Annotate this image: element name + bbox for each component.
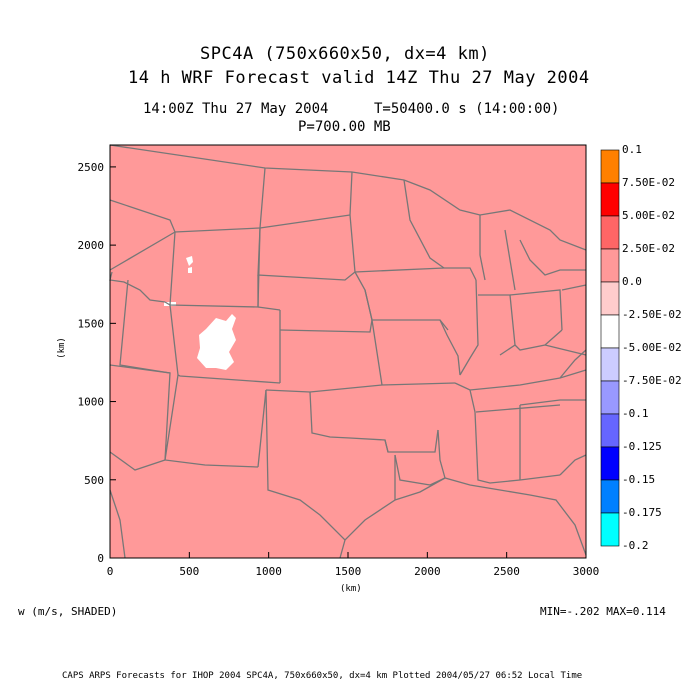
colorbar-swatch bbox=[600, 512, 620, 547]
x-tick-label: 2000 bbox=[414, 565, 441, 578]
footer-credit: CAPS ARPS Forecasts for IHOP 2004 SPC4A,… bbox=[62, 671, 583, 681]
colorbar-label: 0.1 bbox=[622, 143, 642, 156]
y-tick-label: 0 bbox=[97, 552, 104, 565]
colorbar-label: 0.0 bbox=[622, 275, 642, 288]
x-tick-label: 0 bbox=[107, 565, 114, 578]
min-max-label: MIN=-.202 MAX=0.114 bbox=[540, 605, 666, 618]
y-axis: 0 500 1000 1500 2000 2500 bbox=[78, 161, 116, 565]
colorbar-swatch bbox=[600, 446, 620, 481]
x-axis: 0 500 1000 1500 2000 2500 3000 bbox=[107, 552, 600, 578]
colorbar-label: 7.50E-02 bbox=[622, 176, 675, 189]
y-axis-label: (km) bbox=[56, 337, 67, 359]
shaded-field bbox=[110, 145, 586, 558]
colorbar-swatch bbox=[600, 479, 620, 514]
x-tick-label: 1500 bbox=[335, 565, 362, 578]
x-tick-label: 500 bbox=[179, 565, 199, 578]
x-tick-label: 2500 bbox=[493, 565, 520, 578]
x-axis-label: (km) bbox=[340, 584, 362, 594]
colorbar-swatch bbox=[600, 380, 620, 415]
colorbar-label: -0.175 bbox=[622, 506, 662, 519]
colorbar-swatch bbox=[600, 413, 620, 448]
colorbar-swatch bbox=[600, 149, 620, 184]
colorbar-label: -2.50E-02 bbox=[622, 308, 682, 321]
y-tick-label: 2000 bbox=[78, 239, 105, 252]
y-tick-label: 500 bbox=[84, 474, 104, 487]
colorbar bbox=[600, 149, 620, 547]
colorbar-label: 2.50E-02 bbox=[622, 242, 675, 255]
y-tick-label: 1000 bbox=[78, 396, 105, 409]
field-label: w (m/s, SHADED) bbox=[18, 605, 118, 618]
y-tick-label: 2500 bbox=[78, 161, 105, 174]
pressure-level: P=700.00 MB bbox=[298, 119, 391, 135]
state-borders bbox=[109, 144, 587, 559]
colorbar-label: -7.50E-02 bbox=[622, 374, 682, 387]
colorbar-swatch bbox=[600, 182, 620, 217]
x-tick-label: 1000 bbox=[255, 565, 282, 578]
title-line-2: 14 h WRF Forecast valid 14Z Thu 27 May 2… bbox=[128, 68, 590, 88]
model-time: T=50400.0 s (14:00:00) bbox=[374, 101, 560, 117]
y-tick-label: 1500 bbox=[78, 317, 105, 330]
colorbar-label: -0.1 bbox=[622, 407, 649, 420]
colorbar-label: 5.00E-02 bbox=[622, 209, 675, 222]
time-line: 14:00Z Thu 27 May 2004 bbox=[143, 101, 329, 117]
colorbar-label: -0.125 bbox=[622, 440, 662, 453]
x-tick-label: 3000 bbox=[573, 565, 600, 578]
colorbar-label: -0.2 bbox=[622, 539, 649, 552]
colorbar-swatch bbox=[600, 281, 620, 316]
title-line-1: SPC4A (750x660x50, dx=4 km) bbox=[200, 44, 490, 64]
colorbar-swatch bbox=[600, 248, 620, 283]
colorbar-swatch bbox=[600, 215, 620, 250]
colorbar-swatch bbox=[600, 347, 620, 382]
colorbar-label: -5.00E-02 bbox=[622, 341, 682, 354]
colorbar-label: -0.15 bbox=[622, 473, 656, 486]
colorbar-swatch bbox=[600, 314, 620, 349]
